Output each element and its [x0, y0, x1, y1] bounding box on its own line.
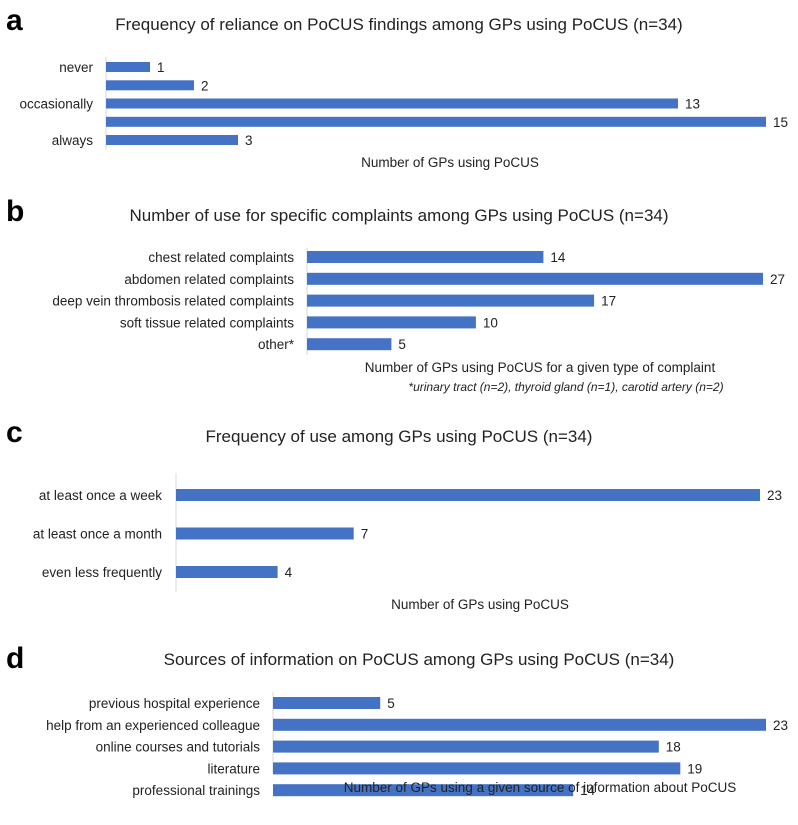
x-axis-label-c: Number of GPs using PoCUS [391, 597, 569, 612]
bars-group-c: 23 at least once a week 7 at least once a m… [33, 488, 782, 580]
bar-d-1 [273, 718, 766, 731]
category-label-c-0: at least once a week [39, 488, 162, 503]
bar-d-0 [273, 697, 381, 709]
data-label-b-0: 14 [550, 250, 566, 265]
bar-b-4 [307, 338, 392, 351]
bar-b-3 [307, 316, 476, 329]
data-label-a-1: 2 [201, 78, 209, 93]
category-label-d-0: previous hospital experience [89, 696, 260, 711]
category-label-a-0: never [59, 60, 93, 75]
bar-c-2 [176, 566, 278, 578]
category-label-b-4: other* [258, 337, 295, 352]
data-label-d-1: 23 [773, 718, 788, 733]
data-label-b-3: 10 [483, 315, 498, 330]
bar-d-2 [273, 740, 659, 753]
data-label-d-2: 18 [666, 740, 681, 755]
chart-title-a: Frequency of reliance on PoCUS findings … [115, 15, 682, 34]
bar-a-2 [106, 98, 678, 109]
panel-a: a Frequency of reliance on PoCUS finding… [6, 4, 788, 170]
x-axis-label-b: Number of GPs using PoCUS for a given ty… [365, 360, 716, 375]
category-label-d-4: professional trainings [132, 783, 260, 798]
footnote-b: *urinary tract (n=2), thyroid gland (n=1… [408, 380, 723, 394]
panel-letter-b: b [6, 195, 24, 228]
panel-c: c Frequency of use among GPs using PoCUS… [6, 416, 782, 612]
bar-b-0 [307, 251, 544, 263]
panel-d: d Sources of information on PoCUS among … [6, 642, 788, 798]
x-axis-label-d: Number of GPs using a given source of in… [344, 780, 736, 795]
category-label-a-4: always [52, 133, 94, 148]
bar-b-2 [307, 294, 595, 307]
panel-letter-d: d [6, 642, 24, 675]
panel-letter-a: a [6, 4, 23, 37]
data-label-b-1: 27 [770, 272, 785, 287]
category-label-d-1: help from an experienced colleague [46, 718, 260, 733]
bar-a-1 [106, 80, 194, 91]
category-label-a-2: occasionally [19, 97, 93, 112]
bar-a-3 [106, 116, 766, 127]
category-label-c-1: at least once a month [33, 527, 162, 542]
data-label-a-3: 15 [773, 115, 788, 130]
bars-group-b: 14 chest related complaints 27 abdomen rela… [52, 250, 785, 352]
category-label-b-3: soft tissue related complaints [120, 315, 294, 330]
chart-title-c: Frequency of use among GPs using PoCUS (… [206, 427, 593, 446]
bars-group-a: 1 never 2 13 occasionally 15 3 always [19, 60, 788, 148]
data-label-a-4: 3 [245, 133, 253, 148]
category-label-d-2: online courses and tutorials [96, 740, 261, 755]
category-label-c-2: even less frequently [42, 565, 162, 580]
chart-title-b: Number of use for specific complaints am… [129, 206, 668, 225]
bar-d-3 [273, 762, 681, 775]
category-label-b-1: abdomen related complaints [124, 272, 294, 287]
data-label-a-0: 1 [157, 60, 165, 75]
bar-a-4 [106, 135, 238, 145]
chart-title-d: Sources of information on PoCUS among GP… [164, 650, 675, 669]
data-label-d-4: 14 [580, 783, 596, 798]
data-label-c-0: 23 [767, 488, 782, 503]
bar-c-1 [176, 527, 354, 540]
bar-c-0 [176, 489, 760, 501]
panel-letter-c: c [6, 416, 23, 449]
bars-group-d: 5 previous hospital experience 23 help from… [46, 696, 788, 798]
bar-d-4 [273, 784, 574, 797]
data-label-c-1: 7 [361, 527, 369, 542]
bar-b-1 [307, 272, 763, 285]
data-label-a-2: 13 [685, 97, 700, 112]
data-label-d-0: 5 [387, 696, 395, 711]
x-axis-label-a: Number of GPs using PoCUS [361, 155, 539, 170]
category-label-b-0: chest related complaints [148, 250, 294, 265]
data-label-b-4: 5 [398, 337, 406, 352]
panel-b: b Number of use for specific complaints … [6, 195, 785, 394]
data-label-d-3: 19 [687, 761, 702, 776]
bar-a-0 [106, 62, 150, 72]
category-label-d-3: literature [207, 761, 260, 776]
category-label-b-2: deep vein thrombosis related complaints [52, 294, 294, 309]
data-label-c-2: 4 [285, 565, 293, 580]
data-label-b-2: 17 [601, 294, 616, 309]
